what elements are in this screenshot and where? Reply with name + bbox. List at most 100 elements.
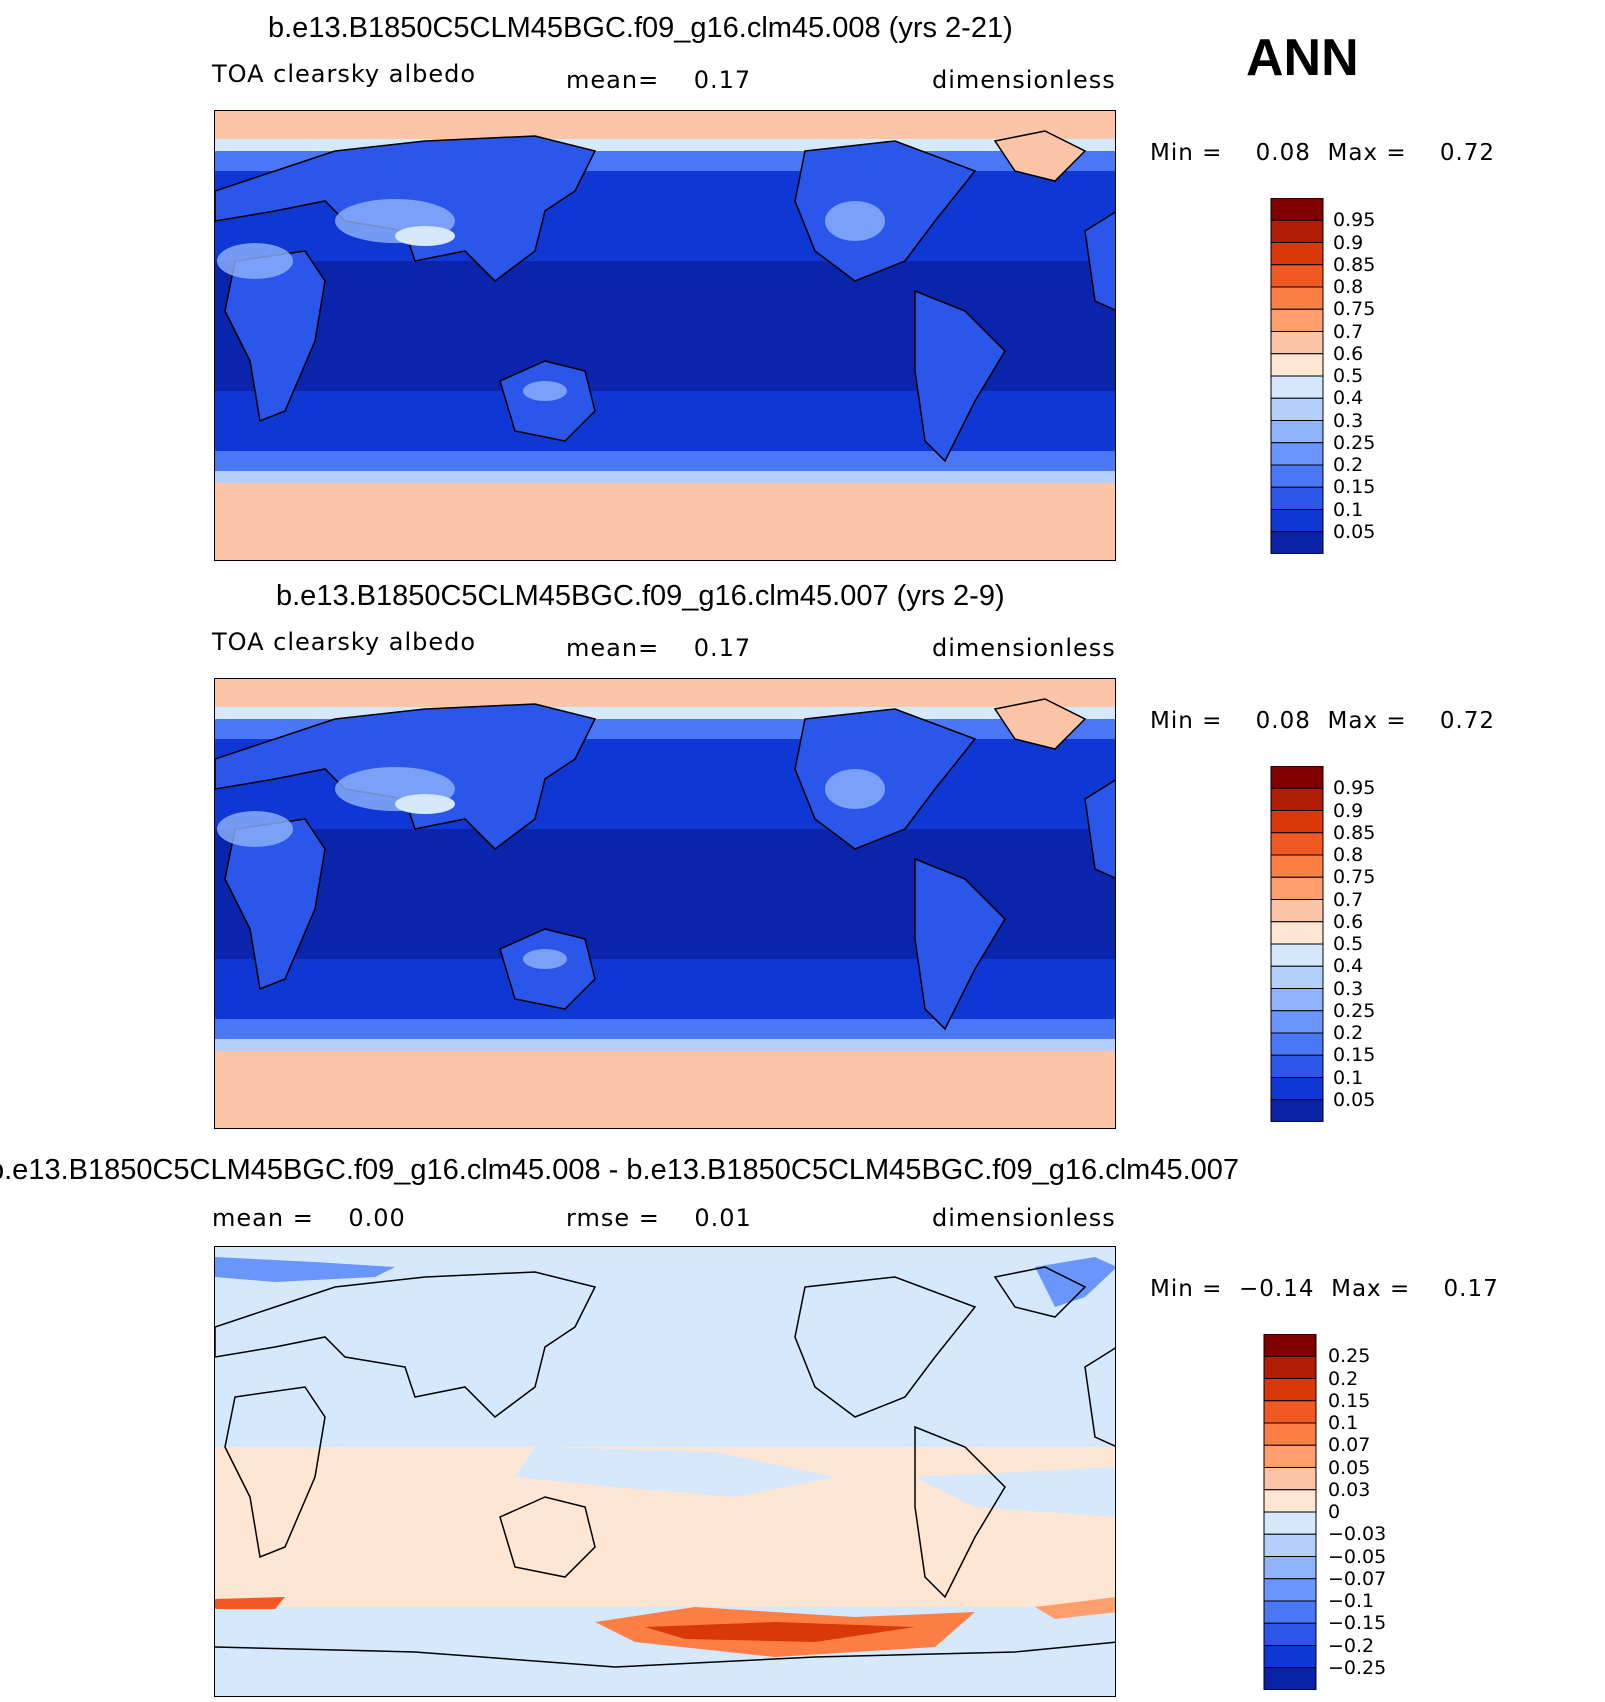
colorbar-tick-label: −0.15 xyxy=(1328,1612,1387,1635)
panel-1-units-label: dimensionless xyxy=(932,66,1116,94)
colorbar-box xyxy=(1270,308,1324,332)
panel-2-variable-label: TOA clearsky albedo xyxy=(212,628,477,656)
colorbar-box xyxy=(1263,1444,1317,1468)
panel-1-colorbar-boxes xyxy=(1270,197,1324,555)
colorbar-box xyxy=(1263,1355,1317,1379)
colorbar-tick-label: −0.03 xyxy=(1328,1523,1387,1546)
colorbar-box xyxy=(1270,420,1324,444)
colorbar-box xyxy=(1270,1077,1324,1101)
colorbar-box xyxy=(1270,988,1324,1012)
colorbar-tick-label: 0.8 xyxy=(1333,276,1364,298)
panel-3-map xyxy=(214,1246,1116,1697)
colorbar-box xyxy=(1263,1422,1317,1446)
colorbar-box xyxy=(1263,1400,1317,1424)
panel-3-title: b.e13.B1850C5CLM45BGC.f09_g16.clm45.008 … xyxy=(0,1154,1240,1186)
colorbar-box xyxy=(1270,397,1324,421)
colorbar-tick-label: 0.6 xyxy=(1333,342,1364,365)
colorbar-tick-label: 0.3 xyxy=(1333,977,1364,1000)
colorbar-box xyxy=(1270,943,1324,967)
colorbar-tick-label: 0.7 xyxy=(1333,888,1364,911)
panel-3-colorbar-boxes xyxy=(1263,1333,1317,1691)
colorbar-tick-label: −0.07 xyxy=(1328,1567,1387,1590)
colorbar-tick-label: −0.25 xyxy=(1328,1656,1387,1679)
colorbar-box xyxy=(1270,832,1324,856)
colorbar-box xyxy=(1270,531,1324,555)
colorbar-box xyxy=(1263,1556,1317,1580)
panel-3-map-plot xyxy=(215,1247,1115,1696)
colorbar-tick-label: 0.03 xyxy=(1328,1478,1371,1501)
panel-3-units-label: dimensionless xyxy=(932,1204,1116,1232)
colorbar-tick-label: 0.25 xyxy=(1333,431,1376,454)
colorbar-box xyxy=(1270,486,1324,510)
colorbar-tick-label: 0.85 xyxy=(1333,253,1376,276)
colorbar-box xyxy=(1263,1578,1317,1602)
panel-2-mean-label: mean= 0.17 xyxy=(566,634,752,662)
panel-3-mean-label: mean = 0.00 xyxy=(212,1204,406,1232)
colorbar-box xyxy=(1270,965,1324,989)
colorbar-box xyxy=(1263,1622,1317,1646)
panel-3-rmse-label: rmse = 0.01 xyxy=(566,1204,752,1232)
colorbar-box xyxy=(1270,899,1324,923)
colorbar-box xyxy=(1270,353,1324,377)
colorbar-box xyxy=(1270,765,1324,789)
colorbar-box xyxy=(1270,1099,1324,1123)
colorbar-box xyxy=(1270,854,1324,878)
colorbar-box xyxy=(1270,242,1324,266)
colorbar-tick-label: 0.7 xyxy=(1333,320,1364,343)
panel-2-colorbar xyxy=(1270,765,1324,1127)
panel-3-colorbar xyxy=(1263,1333,1317,1695)
colorbar-box xyxy=(1270,442,1324,466)
colorbar-box xyxy=(1270,509,1324,533)
colorbar-box xyxy=(1270,375,1324,399)
panel-2-units-label: dimensionless xyxy=(932,634,1116,662)
colorbar-tick-label: 0 xyxy=(1328,1501,1341,1523)
colorbar-box xyxy=(1270,1010,1324,1034)
colorbar-tick-label: 0.4 xyxy=(1333,955,1364,978)
colorbar-tick-label: 0.5 xyxy=(1333,365,1364,387)
colorbar-tick-label: 0.8 xyxy=(1333,844,1364,866)
colorbar-box xyxy=(1270,197,1324,221)
colorbar-tick-label: 0.95 xyxy=(1333,777,1376,800)
panel-1-map xyxy=(214,110,1116,561)
colorbar-tick-label: 0.4 xyxy=(1333,387,1364,410)
colorbar-tick-label: 0.85 xyxy=(1333,821,1376,844)
colorbar-tick-label: 0.25 xyxy=(1333,999,1376,1022)
panel-1-variable-label: TOA clearsky albedo xyxy=(212,60,477,88)
colorbar-box xyxy=(1270,921,1324,945)
colorbar-tick-label: 0.95 xyxy=(1333,209,1376,232)
colorbar-box xyxy=(1270,286,1324,310)
colorbar-box xyxy=(1263,1645,1317,1669)
colorbar-box xyxy=(1263,1600,1317,1624)
panel-1-minmax: Min = 0.08 Max = 0.72 xyxy=(1150,140,1496,166)
colorbar-tick-label: 0.05 xyxy=(1333,520,1376,543)
colorbar-box xyxy=(1270,787,1324,811)
colorbar-tick-label: 0.1 xyxy=(1328,1412,1359,1434)
colorbar-box xyxy=(1270,876,1324,900)
colorbar-tick-label: 0.05 xyxy=(1333,1088,1376,1111)
colorbar-tick-label: −0.05 xyxy=(1328,1545,1387,1568)
colorbar-tick-label: 0.75 xyxy=(1333,866,1376,889)
colorbar-box xyxy=(1263,1511,1317,1535)
panel-1-colorbar xyxy=(1270,197,1324,559)
colorbar-box xyxy=(1263,1467,1317,1491)
panel-2-map-plot xyxy=(215,679,1115,1128)
panel-2-minmax: Min = 0.08 Max = 0.72 xyxy=(1150,708,1496,734)
colorbar-tick-label: 0.07 xyxy=(1328,1434,1371,1457)
colorbar-box xyxy=(1270,219,1324,243)
colorbar-tick-label: 0.75 xyxy=(1333,298,1376,321)
colorbar-box xyxy=(1270,331,1324,355)
colorbar-box xyxy=(1263,1378,1317,1402)
colorbar-box xyxy=(1270,1054,1324,1078)
panel-1-map-plot xyxy=(215,111,1115,560)
colorbar-box xyxy=(1270,264,1324,288)
colorbar-tick-label: 0.1 xyxy=(1333,1066,1364,1089)
colorbar-tick-label: 0.9 xyxy=(1333,799,1364,822)
colorbar-box xyxy=(1263,1533,1317,1557)
panel-3-minmax: Min = −0.14 Max = 0.17 xyxy=(1150,1276,1499,1302)
colorbar-box xyxy=(1263,1333,1317,1357)
colorbar-tick-label: 0.1 xyxy=(1333,498,1364,521)
colorbar-tick-label: 0.15 xyxy=(1333,1044,1376,1067)
colorbar-tick-label: 0.25 xyxy=(1328,1345,1371,1368)
colorbar-box xyxy=(1270,1032,1324,1056)
colorbar-tick-label: 0.6 xyxy=(1333,910,1364,933)
